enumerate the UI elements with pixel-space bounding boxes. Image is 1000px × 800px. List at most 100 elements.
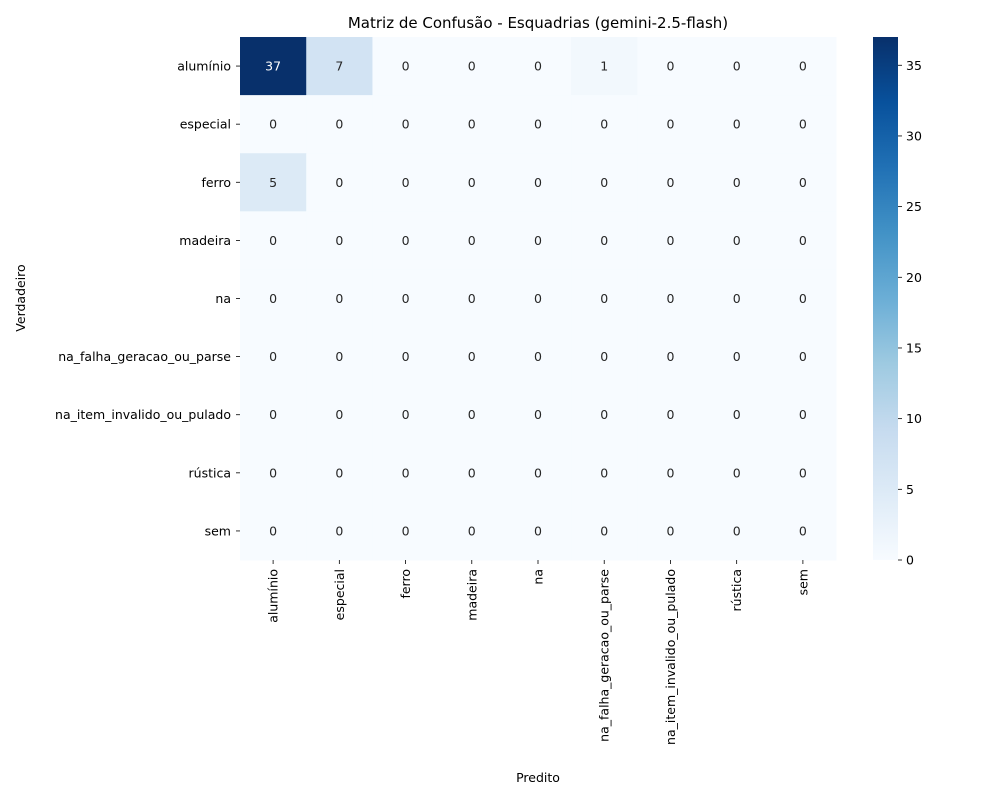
heatmap-cell bbox=[372, 501, 440, 561]
heatmap-cell bbox=[703, 95, 771, 154]
cell-value-label: 0 bbox=[799, 465, 807, 480]
heatmap-cell bbox=[769, 269, 837, 329]
heatmap-cell bbox=[240, 385, 307, 445]
y-tick-label: madeira bbox=[179, 233, 231, 248]
x-axis-label: Predito bbox=[516, 770, 560, 785]
cell-value-label: 0 bbox=[799, 407, 807, 422]
heatmap-cell bbox=[438, 37, 506, 96]
heatmap-cell bbox=[306, 501, 373, 561]
heatmap-cell bbox=[504, 211, 572, 270]
cell-value-label: 0 bbox=[402, 291, 410, 306]
heatmap-cell bbox=[306, 443, 373, 503]
x-tick-label: rústica bbox=[729, 569, 744, 611]
cell-value-label: 0 bbox=[799, 233, 807, 248]
heatmap-cell bbox=[571, 501, 638, 561]
heatmap-cell bbox=[769, 211, 837, 270]
colorbar-tick-label: 15 bbox=[906, 340, 922, 355]
heatmap-cell bbox=[240, 327, 307, 387]
heatmap-cell bbox=[571, 95, 638, 154]
heatmap-cell bbox=[504, 95, 572, 154]
heatmap-cell bbox=[372, 211, 440, 270]
cell-value-label: 0 bbox=[733, 465, 741, 480]
cell-value-label: 0 bbox=[600, 523, 608, 538]
cell-value-label: 0 bbox=[666, 349, 674, 364]
cell-value-label: 0 bbox=[468, 291, 476, 306]
cell-value-label: 0 bbox=[534, 523, 542, 538]
heatmap-cell bbox=[637, 501, 705, 561]
heatmap-cell bbox=[438, 385, 506, 445]
heatmap-cell bbox=[571, 211, 638, 270]
heatmap-cell bbox=[240, 37, 307, 96]
y-tick-label: sem bbox=[205, 523, 231, 538]
heatmap-cell bbox=[637, 443, 705, 503]
cell-value-label: 0 bbox=[335, 465, 343, 480]
cell-value-label: 0 bbox=[269, 465, 277, 480]
heatmap-cell bbox=[769, 95, 837, 154]
heatmap-cell bbox=[769, 501, 837, 561]
cell-value-label: 0 bbox=[799, 117, 807, 132]
y-axis-label: Verdadeiro bbox=[13, 264, 28, 331]
cell-value-label: 0 bbox=[666, 523, 674, 538]
heatmap-cell bbox=[769, 37, 837, 96]
cell-value-label: 0 bbox=[600, 407, 608, 422]
heatmap-cell bbox=[438, 327, 506, 387]
cell-value-label: 0 bbox=[666, 175, 674, 190]
x-tick-label: na_item_invalido_ou_pulado bbox=[663, 569, 678, 745]
cell-value-label: 0 bbox=[534, 117, 542, 132]
cell-value-label: 0 bbox=[468, 465, 476, 480]
x-tick-label: ferro bbox=[398, 569, 413, 599]
cell-value-label: 0 bbox=[666, 233, 674, 248]
colorbar: 0 5 10 15 20 25 30 35 bbox=[873, 37, 922, 568]
cell-value-label: 0 bbox=[468, 349, 476, 364]
cell-value-label: 0 bbox=[402, 523, 410, 538]
y-tick-label: rústica bbox=[189, 465, 231, 480]
heatmap-cell bbox=[372, 385, 440, 445]
heatmap-cell bbox=[306, 327, 373, 387]
cell-value-label: 0 bbox=[733, 523, 741, 538]
heatmap-cell bbox=[637, 327, 705, 387]
heatmap-cell bbox=[703, 327, 771, 387]
cell-value-label: 0 bbox=[600, 175, 608, 190]
cell-value-label: 0 bbox=[666, 407, 674, 422]
cell-value-label: 0 bbox=[335, 291, 343, 306]
cell-value-label: 0 bbox=[799, 59, 807, 74]
cell-value-label: 0 bbox=[799, 349, 807, 364]
cell-value-label: 0 bbox=[666, 291, 674, 306]
cell-value-label: 0 bbox=[733, 117, 741, 132]
heatmap-cell bbox=[240, 501, 307, 561]
cell-value-label: 0 bbox=[534, 175, 542, 190]
cell-value-label: 0 bbox=[402, 233, 410, 248]
cell-value-label: 0 bbox=[402, 465, 410, 480]
x-tick-label: na_falha_geracao_ou_parse bbox=[597, 569, 612, 742]
x-tick-label: sem bbox=[795, 569, 810, 595]
heatmap-cell bbox=[240, 443, 307, 503]
cell-value-label: 0 bbox=[733, 291, 741, 306]
heatmap-cell bbox=[703, 269, 771, 329]
colorbar-tick-label: 35 bbox=[906, 58, 922, 73]
heatmap-cell bbox=[571, 327, 638, 387]
cell-value-label: 0 bbox=[468, 407, 476, 422]
cell-value-label: 0 bbox=[402, 175, 410, 190]
x-tick-label: madeira bbox=[464, 569, 479, 621]
cell-value-label: 0 bbox=[468, 175, 476, 190]
heatmap-cell bbox=[372, 269, 440, 329]
heatmap-cell bbox=[637, 153, 705, 212]
cell-value-label: 0 bbox=[733, 407, 741, 422]
cell-value-label: 0 bbox=[733, 233, 741, 248]
heatmap-cell bbox=[240, 211, 307, 270]
heatmap-cell bbox=[372, 327, 440, 387]
cell-value-label: 0 bbox=[666, 465, 674, 480]
cell-value-label: 0 bbox=[534, 349, 542, 364]
y-tick-label: especial bbox=[180, 117, 231, 132]
cell-value-label: 1 bbox=[600, 59, 608, 74]
heatmap-cell bbox=[769, 385, 837, 445]
heatmap-cell bbox=[703, 385, 771, 445]
cell-value-label: 0 bbox=[269, 233, 277, 248]
y-axis-ticks: alumínio especial ferro madeira na na_falha_g… bbox=[55, 59, 240, 538]
heatmap-cell bbox=[438, 153, 506, 212]
heatmap-cell bbox=[637, 37, 705, 96]
heatmap-cell bbox=[504, 385, 572, 445]
cell-value-label: 5 bbox=[269, 175, 277, 190]
